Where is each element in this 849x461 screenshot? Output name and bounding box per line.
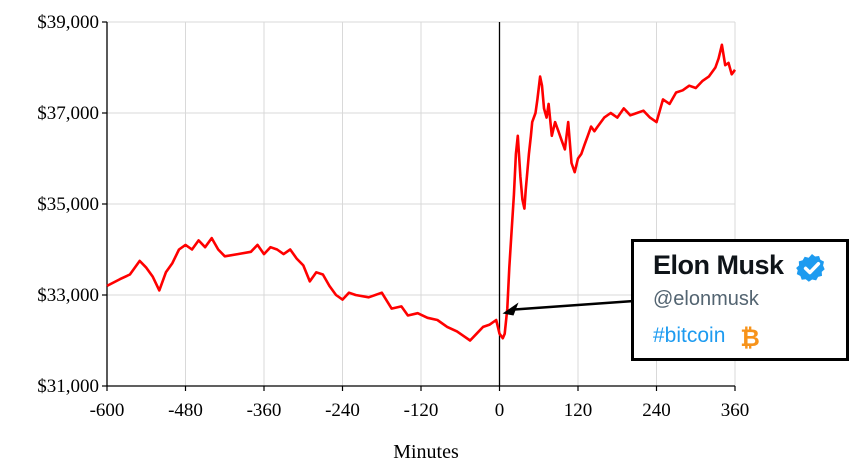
x-axis-title: Minutes [393, 441, 459, 461]
arrow-head [502, 302, 519, 316]
x-tick-label: -120 [404, 400, 439, 421]
x-tick-label: 360 [721, 400, 750, 421]
x-tick-label: -240 [325, 400, 360, 421]
tweet-handle: @elonmusk [653, 288, 759, 310]
y-tick-label: $39,000 [37, 12, 99, 33]
axes [102, 21, 736, 391]
arrow-shaft [514, 299, 635, 311]
svg-text:₿: ₿ [740, 324, 760, 350]
bitcoin-icon: ₿ [740, 324, 760, 350]
x-axis-ticks: -600 -480 -360 -240 -120 0 120 240 360 [90, 400, 750, 421]
x-tick-label: 240 [642, 400, 671, 421]
y-axis-ticks: $31,000 $33,000 $35,000 $37,000 $39,000 [37, 12, 99, 397]
tweet-arrow [502, 299, 635, 316]
x-tick-label: 120 [564, 400, 593, 421]
x-tick-label: -480 [168, 400, 203, 421]
x-tick-label: -360 [247, 400, 282, 421]
y-tick-label: $35,000 [37, 194, 99, 215]
tweet-hashtag: #bitcoin [653, 324, 726, 347]
y-tick-label: $33,000 [37, 285, 99, 306]
price-series [106, 43, 737, 342]
x-tick-label: -600 [90, 400, 125, 421]
tweet-author-name: Elon Musk [653, 250, 784, 280]
verified-badge-icon [796, 254, 825, 282]
y-tick-label: $31,000 [37, 376, 99, 397]
tweet-callout: Elon Musk @elonmusk #bitcoin ₿ [631, 239, 849, 361]
y-tick-label: $37,000 [37, 103, 99, 124]
x-tick-label: 0 [495, 400, 505, 421]
price-line [106, 43, 737, 342]
